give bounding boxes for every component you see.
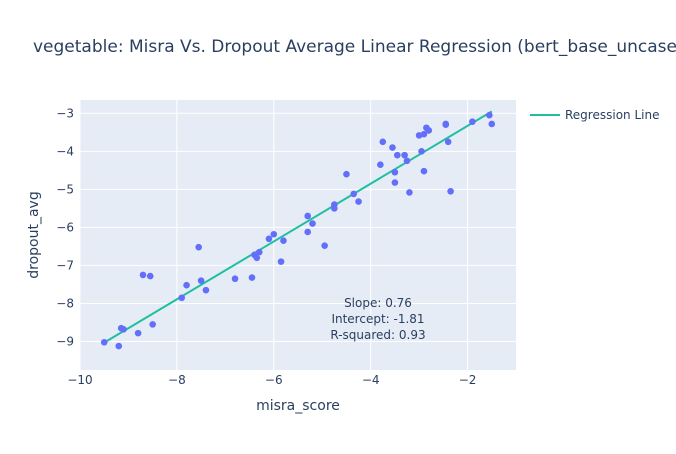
data-point[interactable] bbox=[401, 151, 408, 159]
data-point[interactable] bbox=[197, 277, 205, 284]
data-point[interactable] bbox=[280, 237, 287, 245]
data-point[interactable] bbox=[488, 120, 496, 128]
x-axis-title: misra_score bbox=[256, 398, 340, 414]
x-axis-ticks: −10 −8 −6 −4 −2 bbox=[67, 373, 476, 387]
data-point[interactable] bbox=[425, 127, 433, 134]
annotation-slope: Slope: 0.76 bbox=[344, 296, 412, 310]
y-axis-title: dropout_avg bbox=[26, 191, 42, 278]
y-tick-label: −7 bbox=[56, 258, 74, 272]
regression-line-layer bbox=[103, 110, 493, 344]
data-point[interactable] bbox=[406, 189, 413, 196]
data-point[interactable] bbox=[304, 212, 311, 220]
data-point[interactable] bbox=[343, 170, 350, 178]
data-point[interactable] bbox=[149, 321, 156, 328]
data-point[interactable] bbox=[231, 275, 239, 283]
data-point[interactable] bbox=[100, 338, 108, 346]
data-point[interactable] bbox=[309, 220, 316, 227]
data-point[interactable] bbox=[379, 138, 387, 146]
y-tick-label: −9 bbox=[56, 334, 74, 348]
data-point[interactable] bbox=[321, 242, 328, 249]
legend-label-regression-line: Regression Line bbox=[565, 108, 659, 122]
annotation-intercept: Intercept: -1.81 bbox=[331, 312, 424, 326]
data-point[interactable] bbox=[389, 144, 396, 151]
regression-line[interactable] bbox=[103, 110, 493, 344]
data-point[interactable] bbox=[391, 179, 399, 186]
data-point[interactable] bbox=[115, 342, 123, 350]
data-point[interactable] bbox=[486, 111, 493, 119]
data-point[interactable] bbox=[391, 168, 399, 176]
data-point[interactable] bbox=[255, 248, 263, 256]
y-axis-ticks: −9 −8 −7 −6 −5 −4 −3 bbox=[56, 106, 74, 348]
data-point[interactable] bbox=[134, 329, 142, 337]
data-point[interactable] bbox=[350, 190, 358, 198]
data-point[interactable] bbox=[248, 274, 256, 281]
data-point[interactable] bbox=[270, 230, 278, 238]
data-point[interactable] bbox=[120, 326, 127, 333]
y-tick-label: −4 bbox=[56, 144, 74, 158]
chart-title: vegetable: Misra Vs. Dropout Average Lin… bbox=[33, 37, 676, 57]
data-point[interactable] bbox=[447, 187, 454, 195]
legend[interactable]: Regression Line bbox=[530, 108, 659, 122]
y-tick-label: −3 bbox=[56, 106, 74, 120]
data-point[interactable] bbox=[469, 118, 476, 125]
data-point[interactable] bbox=[202, 286, 210, 294]
data-point[interactable] bbox=[146, 272, 154, 280]
x-tick-label: −6 bbox=[265, 373, 283, 387]
data-point[interactable] bbox=[195, 243, 202, 251]
data-point[interactable] bbox=[331, 205, 338, 212]
data-point[interactable] bbox=[444, 138, 452, 146]
data-point[interactable] bbox=[183, 281, 190, 289]
data-point[interactable] bbox=[304, 228, 311, 236]
x-tick-label: −10 bbox=[67, 373, 92, 387]
x-tick-label: −4 bbox=[362, 373, 380, 387]
data-point[interactable] bbox=[418, 148, 425, 155]
data-point[interactable] bbox=[355, 198, 362, 205]
data-point[interactable] bbox=[420, 130, 428, 138]
data-point[interactable] bbox=[442, 120, 450, 128]
scatter-points bbox=[100, 111, 496, 350]
y-tick-label: −8 bbox=[56, 296, 74, 310]
data-point[interactable] bbox=[277, 258, 285, 265]
data-point[interactable] bbox=[420, 167, 428, 175]
data-point[interactable] bbox=[178, 294, 186, 302]
y-tick-label: −5 bbox=[56, 182, 74, 196]
x-tick-label: −8 bbox=[168, 373, 186, 387]
data-point[interactable] bbox=[403, 157, 411, 165]
data-point[interactable] bbox=[265, 235, 273, 243]
data-point[interactable] bbox=[394, 151, 401, 159]
data-point[interactable] bbox=[139, 271, 147, 279]
y-tick-label: −6 bbox=[56, 220, 74, 234]
data-point[interactable] bbox=[253, 254, 261, 262]
x-tick-label: −2 bbox=[459, 373, 477, 387]
annotation-r-squared: R-squared: 0.93 bbox=[330, 328, 425, 342]
data-point[interactable] bbox=[377, 161, 384, 168]
